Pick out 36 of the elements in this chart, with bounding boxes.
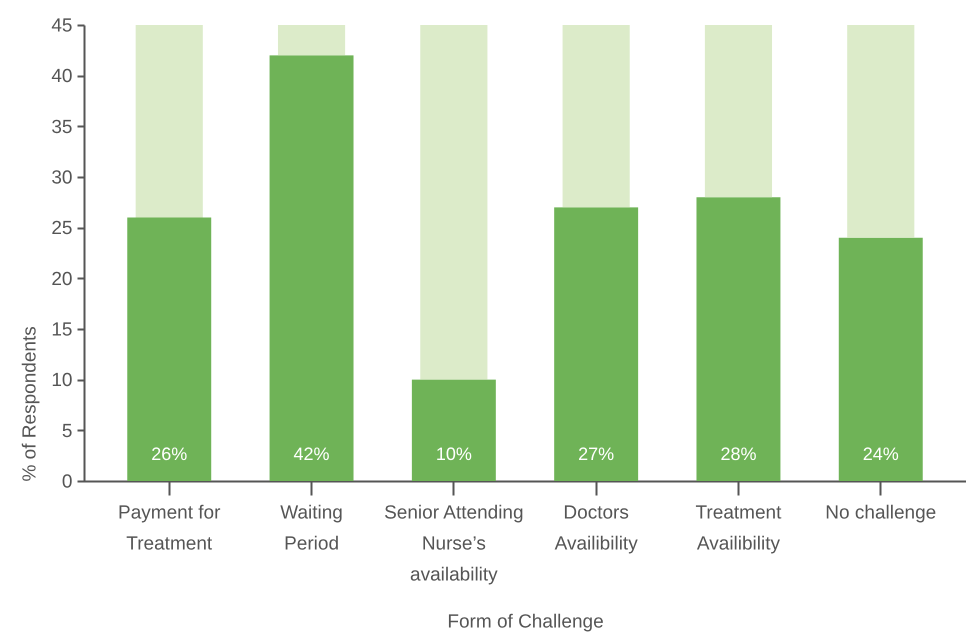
data-label: 24% [862, 444, 899, 464]
x-tick-label: No challenge [825, 502, 936, 524]
bar [704, 25, 772, 198]
bar [554, 207, 638, 481]
y-tick-label: 25 [51, 218, 72, 240]
x-tick-label: Treatment Availibility [696, 502, 782, 554]
y-tick-label: 35 [51, 116, 72, 138]
y-tick-label: 0 [62, 472, 72, 492]
bar [127, 218, 212, 481]
y-tick-label: 40 [51, 66, 72, 88]
data-label: 10% [436, 444, 472, 464]
x-tick-label: Senior Attending Nurse’s availability [384, 502, 524, 586]
bar [270, 55, 354, 481]
x-axis-title: Form of Challenge [447, 612, 604, 632]
y-tick-label: 10 [51, 370, 72, 392]
data-label: 27% [578, 444, 614, 464]
bar [412, 380, 496, 481]
y-tick-label: 30 [51, 168, 72, 188]
y-tick-label: 20 [51, 268, 72, 290]
bar [696, 197, 780, 481]
bar [136, 25, 203, 218]
bar [562, 25, 630, 208]
x-tick-label: Payment for Treatment [118, 502, 222, 554]
y-tick-label: 45 [51, 16, 72, 36]
data-label: 26% [151, 444, 188, 464]
bar [838, 238, 923, 481]
y-tick-label: 15 [51, 320, 72, 340]
data-label: 28% [720, 444, 756, 464]
y-tick-label: 5 [62, 420, 72, 442]
bar [278, 25, 346, 56]
x-tick-label: Doctors Availibility [554, 502, 638, 554]
x-tick-label: Waiting Period [280, 502, 343, 554]
bar [420, 25, 488, 380]
data-label: 42% [294, 444, 330, 464]
y-axis-title: % of Respondents [19, 326, 40, 482]
bar [847, 25, 914, 238]
